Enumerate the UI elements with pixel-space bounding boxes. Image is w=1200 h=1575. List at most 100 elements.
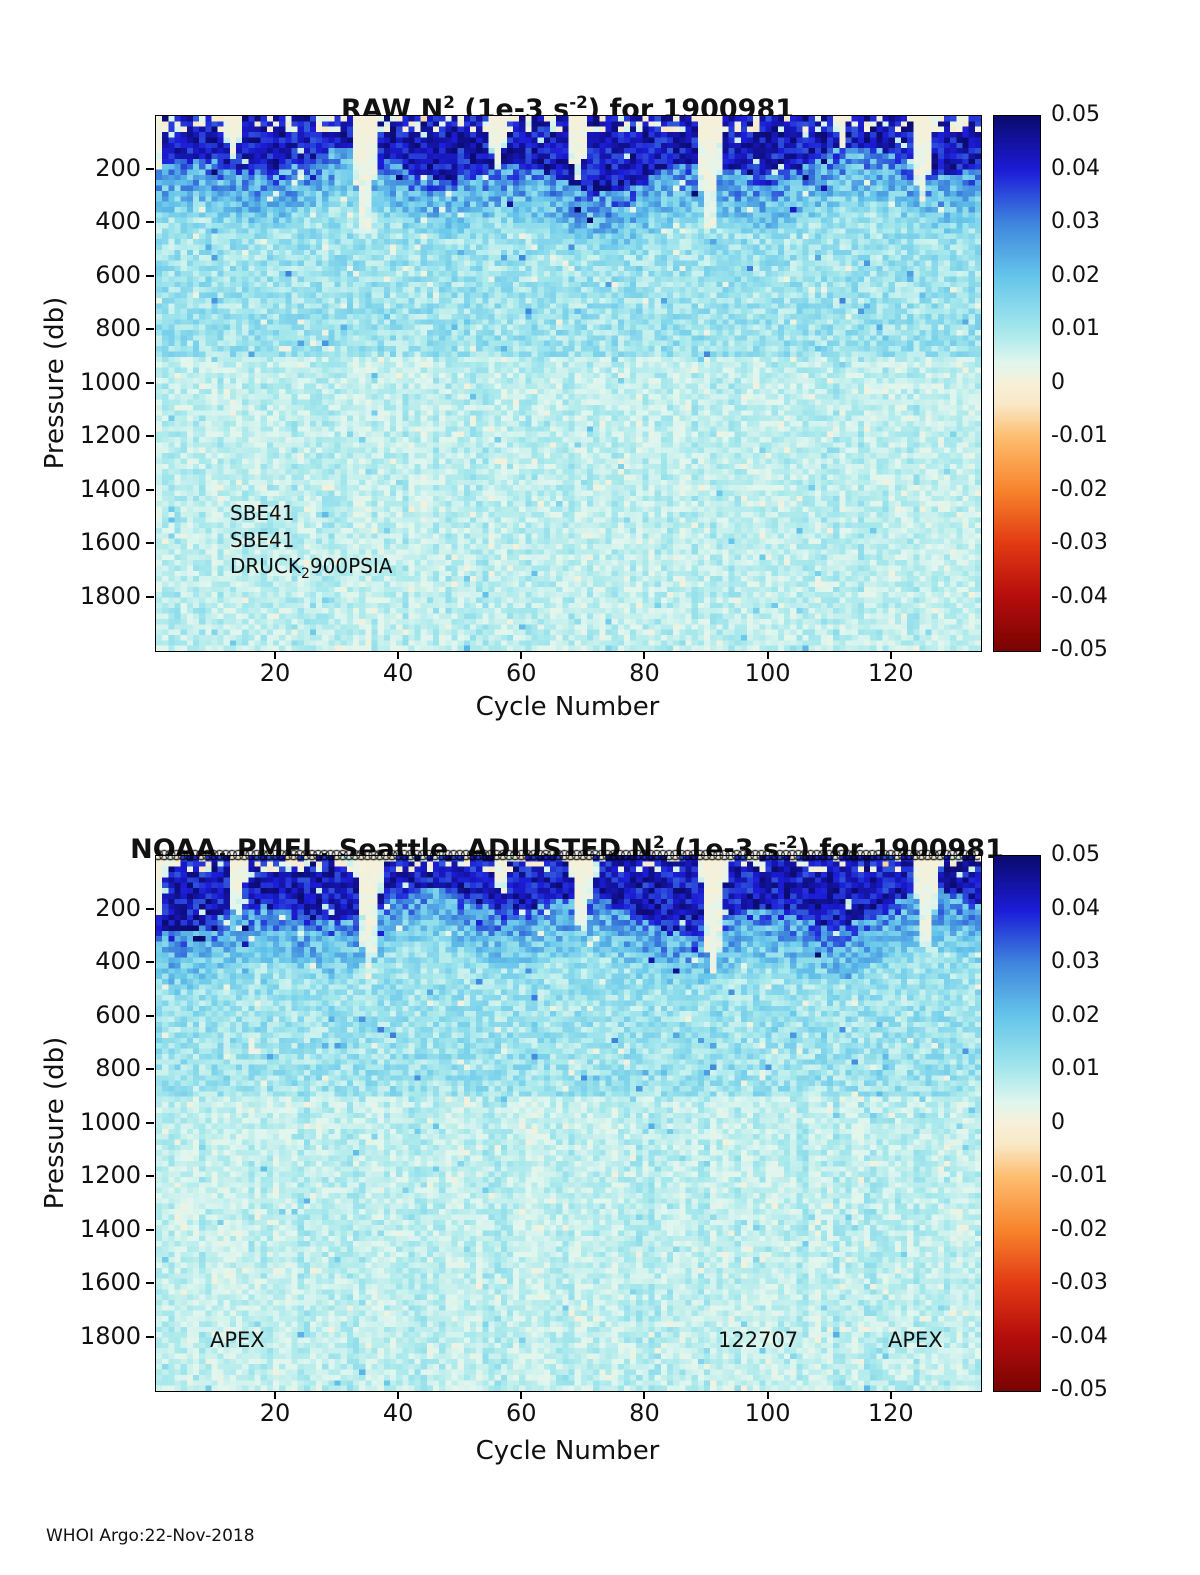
panel2-x-tick-label: 20 bbox=[259, 1399, 291, 1427]
panel2-colorbar-canvas bbox=[994, 856, 1040, 1391]
panel1-y-tick-label: 800 bbox=[95, 314, 141, 342]
annotation-sbe41-1: SBE41 bbox=[230, 501, 295, 525]
panel2-colorbar-tick-label: 0.05 bbox=[1051, 842, 1100, 867]
panel2-x-tick-mark bbox=[889, 1391, 892, 1399]
panel1-x-tick-label: 60 bbox=[506, 659, 537, 687]
panel2-y-tick-mark bbox=[146, 961, 154, 963]
panel1-y-tick-mark bbox=[146, 381, 154, 384]
panel2-heatmap-canvas bbox=[156, 856, 981, 1391]
panel2-x-tick-label: 100 bbox=[744, 1399, 791, 1427]
panel1-y-tick-label: 1600 bbox=[79, 528, 141, 556]
panel1-colorbar-tick-label: 0.05 bbox=[1051, 102, 1100, 127]
panel1-title-sup: 2 bbox=[443, 92, 455, 113]
panel2-title-sup: 2 bbox=[653, 832, 665, 853]
panel1-x-tick-label: 40 bbox=[382, 659, 414, 687]
druck-sub: 2 bbox=[301, 566, 310, 582]
panel2-y-tick-mark bbox=[146, 1282, 154, 1284]
panel2-y-tick-label: 800 bbox=[95, 1054, 141, 1082]
panel1-colorbar-tick-label: -0.02 bbox=[1051, 476, 1108, 502]
panel2-y-tick-label: 1800 bbox=[79, 1321, 141, 1350]
panel2-colorbar-tick-label: 0.03 bbox=[1051, 949, 1100, 974]
panel2-y-tick-mark bbox=[146, 1014, 154, 1017]
panel1-heatmap bbox=[155, 115, 982, 652]
panel1-y-tick-label: 200 bbox=[95, 153, 141, 182]
panel1-title-sup2: -2 bbox=[569, 92, 588, 113]
panel2-x-tick-label: 40 bbox=[382, 1399, 414, 1427]
panel2-colorbar-tick-label: -0.02 bbox=[1051, 1216, 1108, 1242]
panel2-x-tick-label: 60 bbox=[506, 1399, 537, 1427]
annotation-apex-left: APEX bbox=[210, 1328, 265, 1352]
panel2-colorbar bbox=[993, 855, 1041, 1392]
panel2-x-tick-mark bbox=[766, 1391, 769, 1399]
panel1-y-tick-mark bbox=[146, 274, 154, 277]
panel2-y-tick-label: 200 bbox=[95, 893, 141, 922]
panel1-x-tick-label: 80 bbox=[629, 659, 660, 687]
panel2-y-tick-label: 1000 bbox=[79, 1107, 141, 1136]
panel2-colorbar-tick-label: 0.04 bbox=[1051, 895, 1100, 921]
panel2-y-tick-label: 1200 bbox=[79, 1161, 141, 1189]
panel1-y-tick-mark bbox=[146, 488, 154, 491]
panel1-y-tick-label: 600 bbox=[95, 260, 141, 289]
panel2-y-tick-mark bbox=[146, 1335, 154, 1338]
druck-pre: DRUCK bbox=[230, 554, 302, 578]
panel2-y-tick-mark bbox=[146, 1121, 154, 1124]
druck-post: 900PSIA bbox=[309, 554, 393, 578]
panel1-x-tick-mark bbox=[889, 651, 892, 659]
panel1-y-tick-label: 1400 bbox=[79, 474, 141, 503]
panel1-y-tick-mark bbox=[146, 595, 154, 598]
panel1-x-tick-mark bbox=[520, 651, 523, 659]
panel2-y-tick-mark bbox=[146, 1228, 154, 1231]
panel2-colorbar-tick-label: 0.02 bbox=[1051, 1002, 1100, 1028]
panel1-x-tick-mark bbox=[397, 651, 400, 659]
panel1-colorbar-tick-label: 0.01 bbox=[1051, 316, 1100, 341]
panel2-x-tick-mark bbox=[520, 1391, 523, 1399]
panel1-colorbar-tick-label: -0.05 bbox=[1051, 637, 1108, 662]
panel1-x-tick-label: 20 bbox=[259, 659, 291, 687]
panel1-x-tick-label: 100 bbox=[744, 659, 791, 687]
panel2-heatmap bbox=[155, 855, 982, 1392]
panel1-y-tick-mark bbox=[146, 328, 154, 330]
panel1-colorbar bbox=[993, 115, 1041, 652]
panel1-y-tick-mark bbox=[146, 542, 154, 544]
panel2-x-tick-label: 80 bbox=[629, 1399, 660, 1427]
panel2-y-tick-mark bbox=[146, 907, 154, 910]
panel1-colorbar-canvas bbox=[994, 116, 1040, 651]
annotation-serial-number: 122707 bbox=[718, 1328, 799, 1352]
panel1-y-tick-label: 400 bbox=[95, 207, 141, 235]
panel2-y-tick-mark bbox=[146, 1175, 154, 1177]
annotation-druck-sensor: DRUCK2900PSIA bbox=[230, 554, 392, 582]
panel1-x-axis-label: Cycle Number bbox=[475, 692, 660, 722]
panel2-colorbar-tick-label: -0.04 bbox=[1051, 1323, 1108, 1349]
panel2-y-tick-label: 1600 bbox=[79, 1268, 141, 1296]
panel1-colorbar-tick-label: -0.04 bbox=[1051, 583, 1108, 609]
panel2-x-tick-mark bbox=[274, 1391, 277, 1399]
panel1-x-tick-mark bbox=[766, 651, 769, 659]
panel1-colorbar-tick-label: 0.04 bbox=[1051, 155, 1100, 181]
panel1-y-tick-label: 1800 bbox=[79, 581, 141, 610]
annotation-apex-right: APEX bbox=[888, 1328, 943, 1352]
panel2-title-sup2: -2 bbox=[779, 832, 798, 853]
panel2-colorbar-tick-label: -0.01 bbox=[1051, 1163, 1108, 1188]
panel2-colorbar-tick-label: -0.03 bbox=[1051, 1270, 1108, 1295]
panel1-x-tick-mark bbox=[643, 651, 646, 659]
panel2-x-tick-label: 120 bbox=[867, 1399, 914, 1427]
panel2-x-axis-label: Cycle Number bbox=[475, 1436, 660, 1466]
panel1-colorbar-tick-label: 0.03 bbox=[1051, 209, 1100, 234]
panel2-x-tick-mark bbox=[643, 1391, 646, 1399]
panel1-x-tick-mark bbox=[274, 651, 277, 659]
panel2-y-tick-mark bbox=[146, 1068, 154, 1070]
panel1-colorbar-tick-label: 0.02 bbox=[1051, 262, 1100, 288]
panel1-y-tick-mark bbox=[146, 435, 154, 437]
panel1-colorbar-tick-label: 0 bbox=[1051, 369, 1065, 395]
panel1-heatmap-canvas bbox=[156, 116, 981, 651]
panel2-y-tick-label: 1400 bbox=[79, 1214, 141, 1243]
panel1-colorbar-tick-label: -0.03 bbox=[1051, 530, 1108, 555]
footer-credit: WHOI Argo:22-Nov-2018 bbox=[46, 1526, 255, 1546]
panel1-y-tick-mark bbox=[146, 167, 154, 170]
panel1-x-tick-label: 120 bbox=[867, 659, 914, 687]
panel2-y-tick-label: 600 bbox=[95, 1000, 141, 1029]
panel2-y-tick-label: 400 bbox=[95, 947, 141, 975]
panel2-x-tick-mark bbox=[397, 1391, 400, 1399]
panel1-y-tick-label: 1200 bbox=[79, 421, 141, 449]
